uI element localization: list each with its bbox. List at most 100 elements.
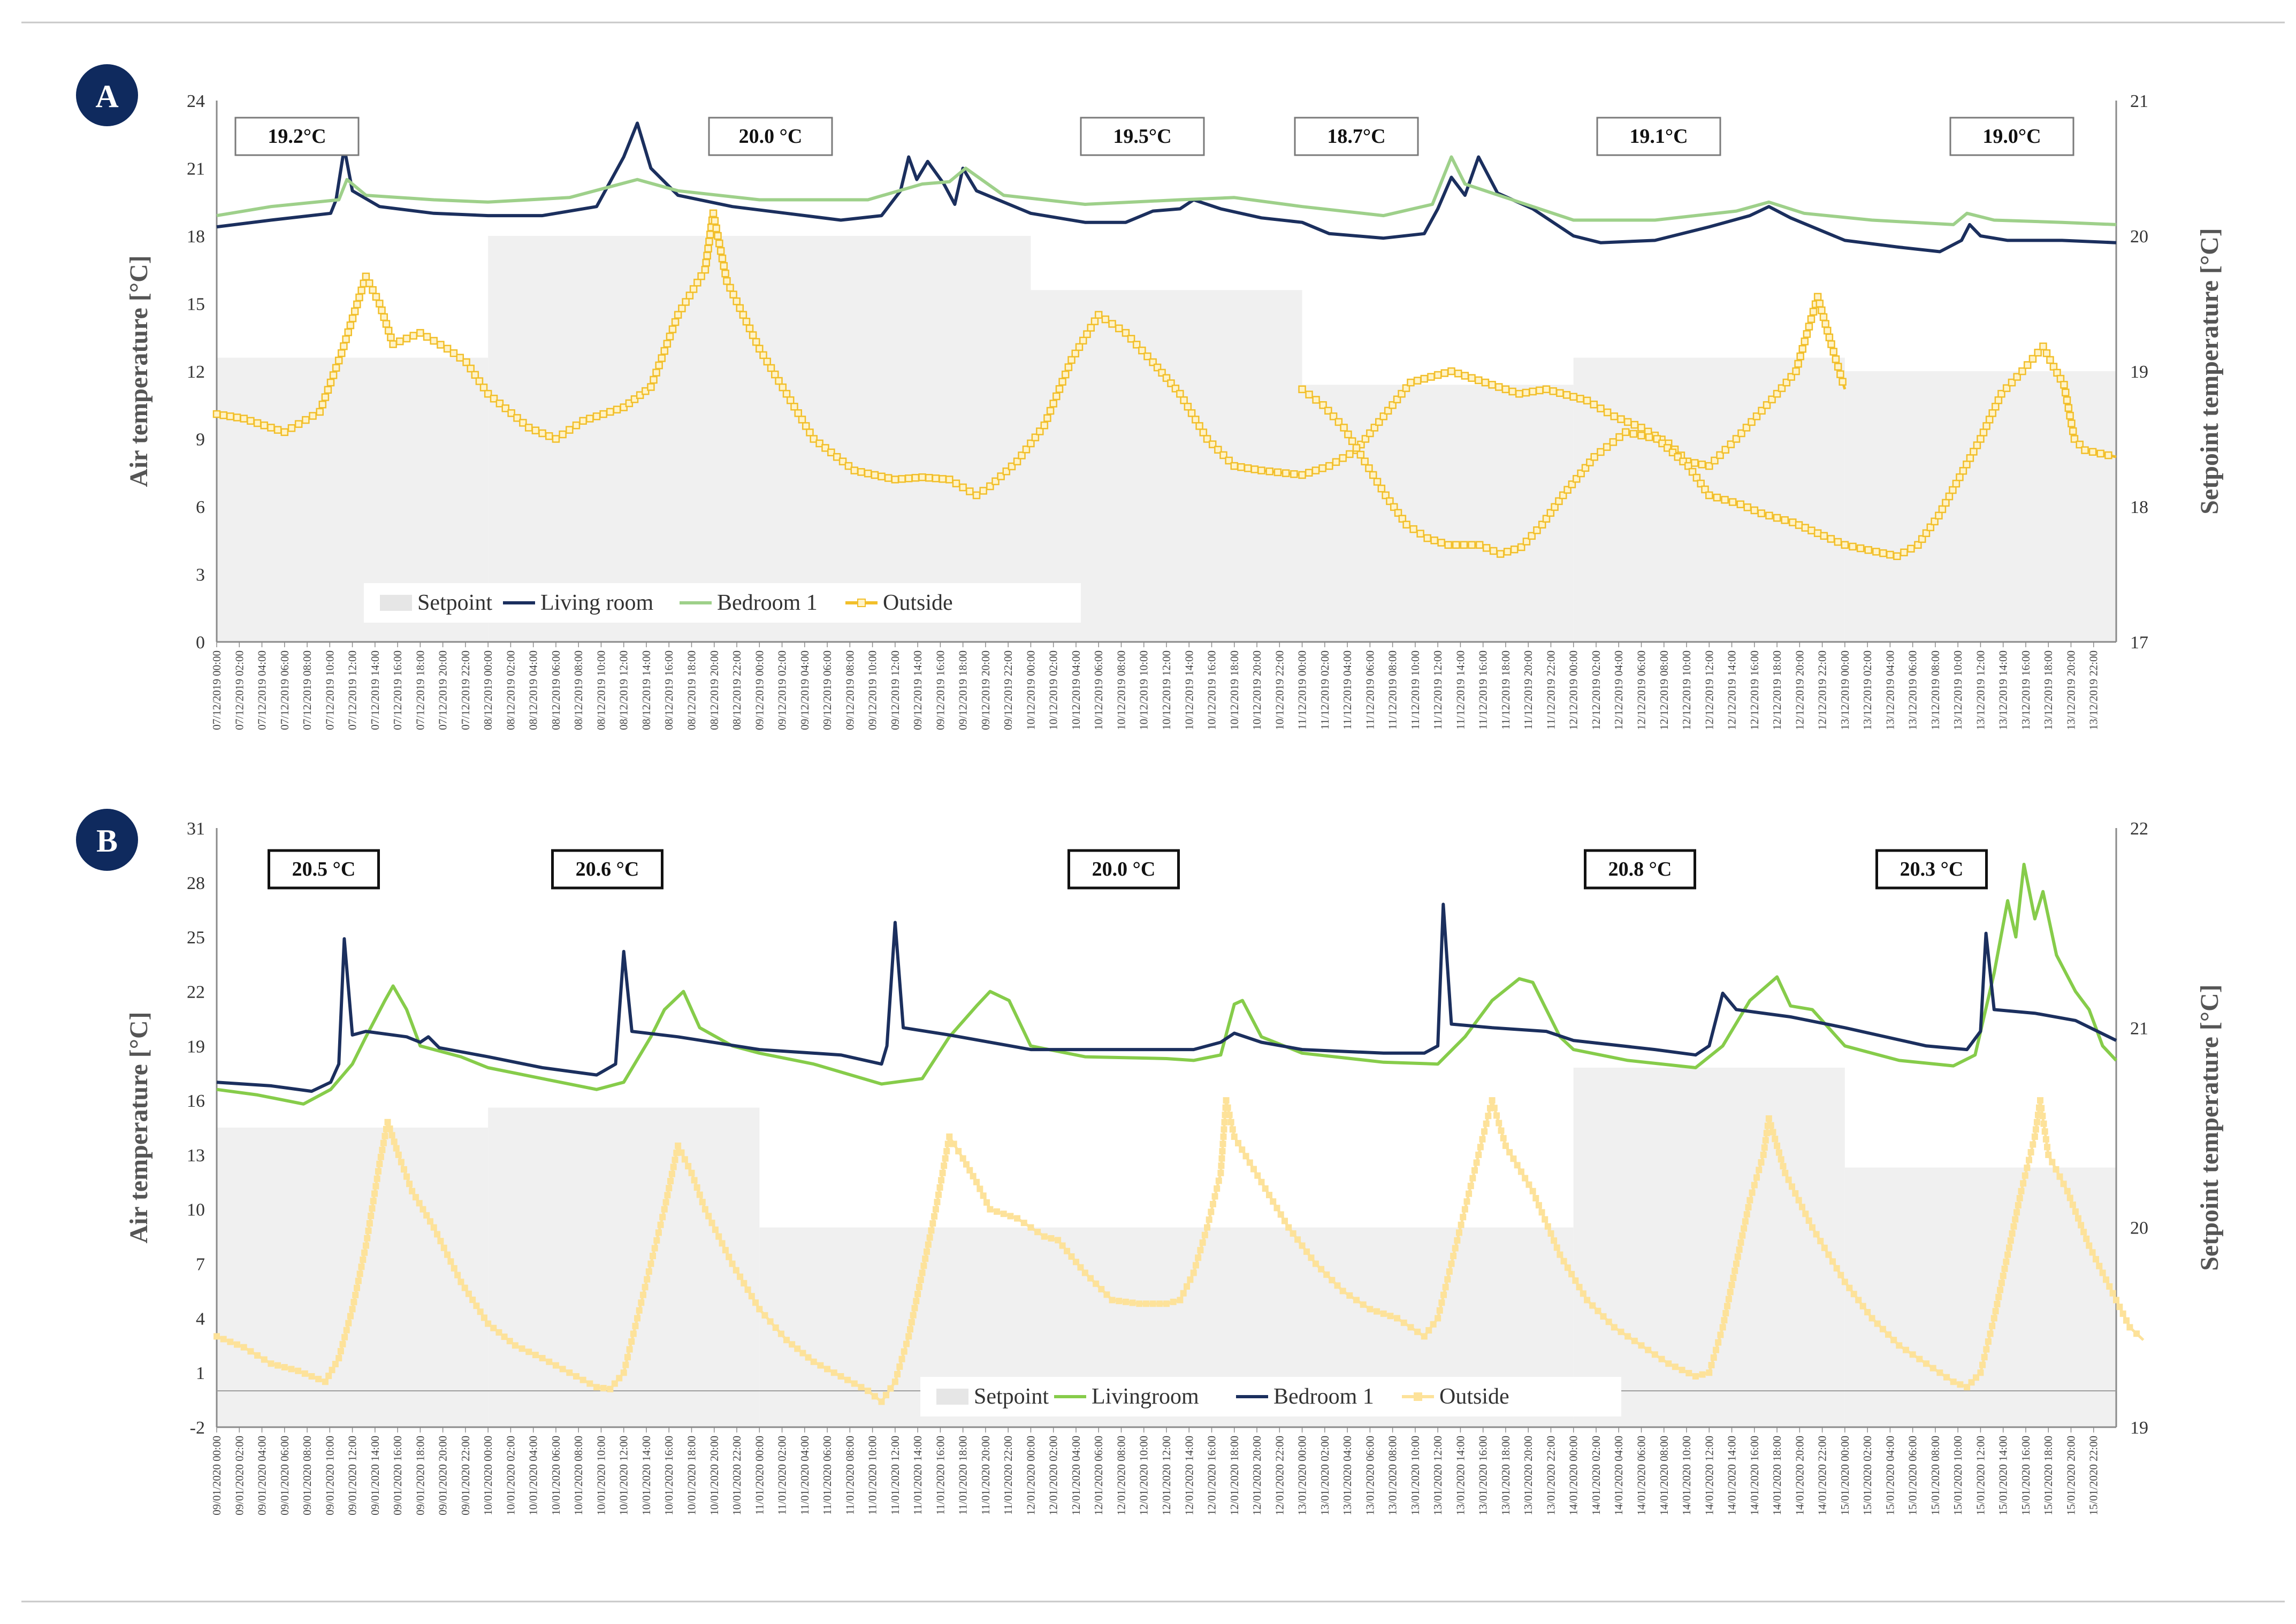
- series-marker: [1447, 367, 1455, 376]
- series-marker: [726, 1253, 733, 1260]
- series-marker: [362, 272, 370, 281]
- series-marker: [2088, 448, 2097, 456]
- series-marker: [342, 335, 350, 343]
- y-tick-left: 25: [187, 928, 205, 948]
- series-marker: [1438, 1299, 1445, 1306]
- setpoint-bar: [488, 1107, 760, 1427]
- series-marker: [1208, 1208, 1215, 1215]
- series-marker: [1479, 1136, 1486, 1143]
- series-marker: [1184, 1283, 1191, 1290]
- x-tick-labels: 09/01/2020 00:00 09/01/2020 02:00 09/01/20…: [210, 1427, 2100, 1515]
- series-marker: [324, 386, 332, 394]
- series-marker: [929, 1220, 936, 1227]
- series-marker: [777, 1330, 784, 1337]
- series-marker: [274, 1362, 281, 1369]
- series-marker: [1789, 518, 1797, 526]
- series-marker: [1305, 469, 1313, 477]
- series-marker: [1394, 509, 1402, 517]
- series-marker: [630, 1330, 637, 1337]
- x-tick-label: 10/01/2020 08:00: [572, 1436, 585, 1515]
- series-marker: [1792, 367, 1800, 376]
- series-marker: [1352, 444, 1361, 452]
- series-marker: [1864, 1309, 1871, 1316]
- y-tick-labels: 0 3 6 9 12 15 18 21 24 17 18 19 20 21: [187, 91, 2148, 653]
- series-marker: [2002, 384, 2011, 392]
- series-marker: [733, 297, 741, 305]
- x-tick-label: 15/01/2020 18:00: [2042, 1436, 2055, 1515]
- x-tick-label: 11/01/2020 20:00: [979, 1436, 992, 1515]
- series-marker: [1454, 369, 1462, 378]
- series-marker: [1517, 1168, 1524, 1175]
- series-marker: [1365, 464, 1373, 472]
- series-marker: [938, 1177, 945, 1184]
- series-marker: [1699, 1371, 1706, 1378]
- series-marker: [506, 1338, 513, 1345]
- series-marker: [1041, 1233, 1048, 1240]
- series-marker: [1818, 306, 1826, 315]
- series-marker: [273, 426, 282, 434]
- series-marker: [1454, 1237, 1461, 1244]
- x-tick-label: 11/12/2019 20:00: [1522, 650, 1535, 730]
- series-marker: [1055, 385, 1064, 393]
- series-marker: [1610, 412, 1619, 420]
- series-marker: [1989, 1322, 1996, 1329]
- series-marker: [1481, 378, 1490, 387]
- x-tick-label: 13/01/2020 08:00: [1386, 1436, 1399, 1515]
- series-marker: [1087, 1275, 1094, 1282]
- series-marker: [1211, 1193, 1218, 1200]
- series-marker: [403, 1173, 410, 1180]
- series-marker: [1217, 1169, 1224, 1176]
- series-marker: [354, 1284, 361, 1291]
- series-marker: [579, 1376, 586, 1383]
- series-marker: [620, 1369, 627, 1376]
- series-marker: [1344, 430, 1352, 439]
- x-tick-label: 11/12/2019 00:00: [1296, 650, 1309, 730]
- x-tick-label: 14/01/2020 12:00: [1703, 1436, 1715, 1515]
- x-tick-label: 11/01/2020 02:00: [776, 1436, 789, 1515]
- x-tick-label: 11/12/2019 12:00: [1431, 650, 1444, 730]
- x-tick-label: 09/12/2019 10:00: [866, 650, 879, 730]
- series-marker: [1022, 445, 1031, 454]
- series-marker: [495, 399, 504, 408]
- series-marker: [247, 1348, 254, 1355]
- series-marker: [1285, 1224, 1292, 1231]
- series-marker: [1816, 300, 1824, 308]
- series-marker: [1458, 1221, 1464, 1228]
- panel-badge-a: A: [76, 64, 138, 126]
- x-tick-label: 13/01/2020 18:00: [1499, 1436, 1512, 1515]
- x-tick-label: 11/12/2019 02:00: [1318, 650, 1331, 730]
- series-marker: [1836, 370, 1844, 378]
- series-marker: [382, 320, 391, 328]
- series-marker: [1801, 338, 1809, 346]
- series-marker: [1688, 468, 1697, 476]
- series-marker: [1305, 390, 1313, 399]
- setpoint-bar: [1573, 357, 1845, 642]
- series-marker: [1557, 1251, 1563, 1258]
- series-marker: [1435, 1315, 1441, 1322]
- x-tick-label: 09/12/2019 02:00: [776, 650, 789, 730]
- series-marker: [652, 369, 660, 377]
- series-marker: [1215, 1177, 1222, 1184]
- series-marker: [1809, 1224, 1816, 1231]
- series-marker: [2092, 1256, 2099, 1263]
- series-marker: [1551, 503, 1559, 511]
- series-marker: [1556, 389, 1564, 397]
- series-marker: [1190, 1269, 1197, 1276]
- series-marker: [1741, 1225, 1748, 1232]
- x-tick-label: 08/12/2019 00:00: [482, 650, 494, 730]
- series-marker: [1460, 541, 1468, 549]
- series-marker: [1765, 511, 1773, 520]
- series-marker: [1780, 1163, 1787, 1170]
- series-marker: [2009, 1230, 2016, 1237]
- x-tick-label: 12/01/2020 22:00: [1273, 1436, 1286, 1515]
- series-marker: [752, 1299, 759, 1306]
- series-marker: [212, 410, 221, 418]
- series-marker: [346, 321, 355, 330]
- mean-label: 20.0 °C: [739, 125, 803, 148]
- series-marker: [1788, 1183, 1795, 1190]
- series-marker: [626, 1346, 633, 1353]
- mean-label: 18.7°C: [1327, 125, 1385, 148]
- series-marker: [805, 1354, 812, 1361]
- series-marker: [650, 1253, 657, 1259]
- series-marker: [761, 1312, 768, 1319]
